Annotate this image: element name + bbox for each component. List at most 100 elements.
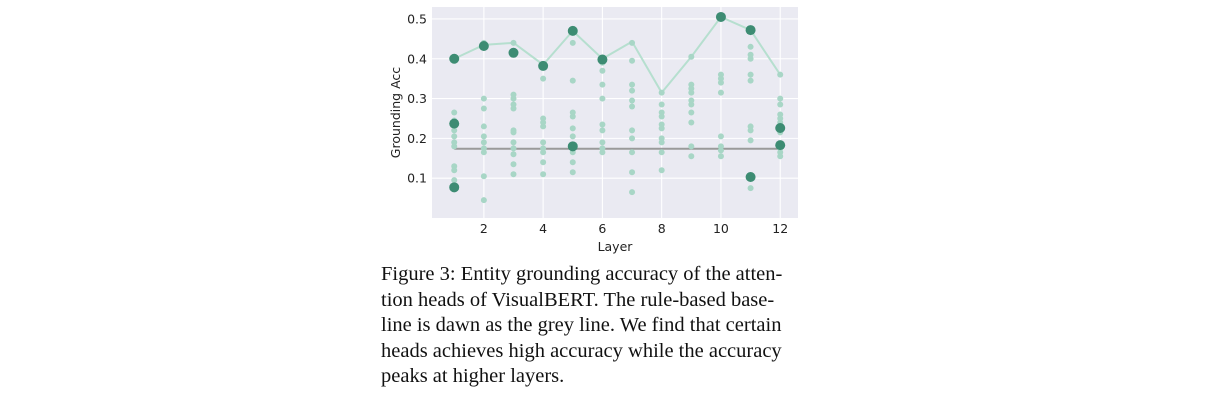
head-point [569, 77, 576, 84]
highlight-point [745, 25, 756, 36]
head-point [747, 137, 754, 144]
head-point [510, 151, 517, 158]
highlight-point [449, 118, 460, 129]
head-point [658, 139, 665, 146]
head-point [480, 197, 487, 204]
head-point [717, 133, 724, 140]
head-point [451, 127, 458, 134]
x-tick-label: 4 [539, 221, 547, 236]
head-point [540, 149, 547, 156]
highlight-point [538, 60, 549, 71]
figure-caption: Figure 3: Entity grounding accuracy of t… [381, 262, 831, 390]
y-tick-label: 0.4 [407, 51, 427, 66]
caption-line: line is dawn as the grey line. We find t… [381, 314, 782, 336]
grounding-accuracy-chart: 2 4 6 8 10 12 0.1 0.2 0.3 0.4 0.5 Layer Grounding… [388, 7, 798, 254]
highlight-point [775, 123, 786, 134]
caption-line: heads achieves high accuracy while the a… [381, 339, 782, 362]
head-point [480, 139, 487, 146]
highlight-points [449, 11, 786, 193]
head-point [451, 167, 458, 174]
highlight-point [567, 25, 578, 36]
x-tick-labels: 2 4 6 8 10 12 [480, 221, 788, 236]
highlight-point [567, 141, 578, 152]
head-point [510, 145, 517, 152]
head-point [480, 149, 487, 156]
head-point [599, 121, 606, 128]
head-point [569, 159, 576, 166]
head-point [777, 71, 784, 78]
head-points [451, 39, 784, 204]
head-point [658, 149, 665, 156]
head-point [717, 89, 724, 96]
y-tick-label: 0.2 [407, 131, 427, 146]
head-point [688, 119, 695, 126]
head-point [747, 127, 754, 134]
head-point [480, 173, 487, 180]
y-tick-label: 0.1 [407, 171, 427, 186]
head-point [688, 101, 695, 108]
head-point [510, 161, 517, 168]
head-point [480, 95, 487, 102]
head-point [688, 53, 695, 60]
head-point [451, 177, 458, 184]
x-tick-label: 2 [480, 221, 488, 236]
head-point [599, 95, 606, 102]
head-point [540, 139, 547, 146]
head-point [510, 129, 517, 136]
head-point [777, 101, 784, 108]
head-point [658, 101, 665, 108]
head-point [599, 67, 606, 74]
head-point [540, 159, 547, 166]
head-point [747, 185, 754, 192]
head-point [599, 81, 606, 88]
x-tick-label: 8 [658, 221, 666, 236]
max-accuracy-line [453, 15, 782, 95]
head-point [569, 133, 576, 140]
head-point [717, 147, 724, 154]
head-point [510, 105, 517, 112]
head-point [658, 113, 665, 120]
head-point [599, 139, 606, 146]
head-point [629, 189, 636, 196]
head-point [540, 123, 547, 130]
head-point [747, 77, 754, 84]
y-axis-label: Grounding Acc [388, 67, 403, 158]
head-point [540, 75, 547, 82]
head-point [717, 153, 724, 160]
head-point [629, 87, 636, 94]
head-point [480, 133, 487, 140]
x-tick-label: 6 [598, 221, 606, 236]
highlight-point [715, 11, 726, 22]
head-point [629, 57, 636, 64]
head-point [717, 79, 724, 86]
head-point [688, 89, 695, 96]
head-point [629, 169, 636, 176]
head-point [569, 113, 576, 120]
head-point [569, 169, 576, 176]
head-point [629, 127, 636, 134]
head-point [540, 171, 547, 178]
head-point [629, 97, 636, 104]
head-point [480, 123, 487, 130]
y-tick-labels: 0.1 0.2 0.3 0.4 0.5 [407, 11, 427, 185]
head-point [510, 139, 517, 146]
highlight-point [745, 171, 756, 182]
head-point [451, 143, 458, 150]
head-point [451, 133, 458, 140]
head-point [658, 167, 665, 174]
head-point [658, 125, 665, 132]
x-tick-label: 10 [713, 221, 729, 236]
head-point [569, 125, 576, 132]
y-tick-label: 0.3 [407, 91, 427, 106]
head-point [688, 153, 695, 160]
head-point [629, 149, 636, 156]
highlight-point [775, 140, 786, 151]
caption-line: tion heads of VisualBERT. The rule-based… [381, 288, 775, 311]
head-point [747, 71, 754, 78]
head-point [510, 39, 517, 46]
head-point [658, 89, 665, 96]
head-point [451, 109, 458, 116]
y-tick-label: 0.5 [407, 11, 427, 26]
head-point [569, 39, 576, 46]
highlight-point [449, 53, 460, 64]
